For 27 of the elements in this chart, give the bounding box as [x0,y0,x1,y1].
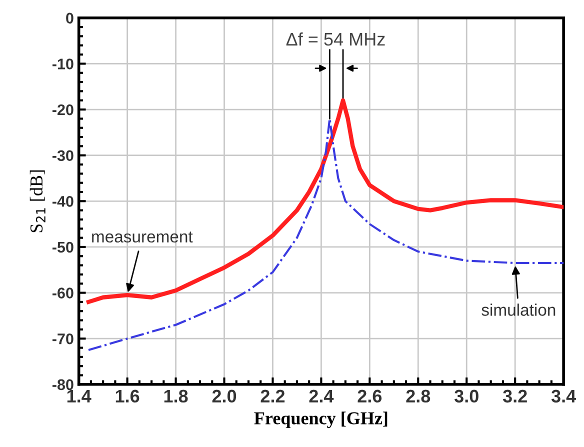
y-tick-label: 0 [66,12,74,24]
x-tick-label: 2.0 [212,390,236,403]
annotation: Δf = 54 MHz [286,32,385,46]
y-tick-label: -70 [52,333,74,344]
y-tick-label: -60 [52,288,74,298]
x-tick-label: 3.2 [502,390,527,403]
x-tick-label: 2.6 [358,390,382,403]
text: measurement [92,232,193,243]
x-tick-label: 2.8 [406,390,430,403]
x-tick-label: 1.6 [116,390,140,403]
y-tick-label: -80 [52,379,74,390]
text: simulation [482,304,556,316]
y-tick-label: -50 [52,242,74,253]
y-tick-label: -20 [52,104,74,116]
y-tick-label: -30 [52,150,74,162]
x-tick-label: 1.4 [67,390,92,402]
y-tick-label: -40 [52,196,74,207]
line-series [87,118,564,352]
x-tick-label: 2.2 [260,390,285,402]
x-tick-label: 2.4 [309,390,334,402]
x-axis-title: Frequency [GHz] [254,412,388,428]
line-series [86,98,564,304]
y-tick-label: -10 [52,58,74,70]
x-tick-label: 1.8 [164,390,188,403]
x-tick-label: 3.0 [454,390,478,403]
x-tick-label: 3.4 [551,390,576,403]
y-axis-title: S$_{21}$ [dB] [30,170,46,232]
